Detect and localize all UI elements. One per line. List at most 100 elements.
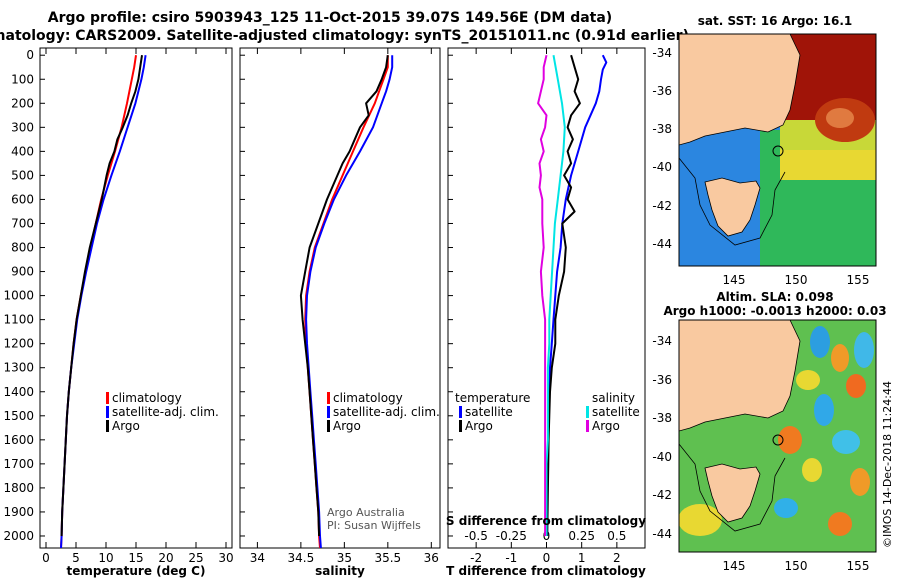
sla-map-frame (678, 319, 877, 553)
series-line-satellite-adj-clim- (60, 55, 147, 548)
title-line-1: Argo profile: csiro 5903943_125 11-Oct-2… (48, 10, 612, 26)
diff-tick-label: 2 (613, 551, 621, 565)
sla-mainland (679, 320, 801, 432)
sla-low-eddy (814, 394, 834, 426)
legend-argo: Argo (112, 419, 140, 433)
sst-map-frame (678, 33, 877, 267)
s-diff-tick-label: 0.5 (607, 529, 626, 543)
temp-tick-label: 10 (98, 551, 113, 565)
legend-argo: Argo (333, 419, 361, 433)
s-diff-tick-label: 0.25 (568, 529, 595, 543)
series-line-temperature-satellite (546, 54, 608, 536)
temperature-axis-label: temperature (deg C) (67, 564, 206, 578)
sal-tick-label: 35.5 (374, 551, 401, 565)
sla-low-eddy (810, 326, 830, 358)
temp-tick-label: 30 (218, 551, 233, 565)
sla-high-eddy (778, 426, 802, 454)
imos-watermark: ©IMOS 14-Dec-2018 11:24:44 (881, 381, 894, 548)
sal-tick-label: 34.5 (288, 551, 315, 565)
legend-t-argo: Argo (465, 419, 493, 433)
s-difference-tick-labels: -0.5 -0.25 0 0.25 0.5 (464, 529, 626, 543)
series-line-climatology (304, 55, 389, 548)
sst-lon-label: 145 (723, 273, 746, 287)
temperature-panel-frame (39, 47, 233, 549)
temp-tick-label: 20 (158, 551, 173, 565)
sla-lon-labels: 145 150 155 (723, 559, 870, 573)
sla-tasmania (704, 463, 761, 523)
depth-tick-label: 700 (11, 216, 34, 230)
sst-lat-label: -34 (652, 46, 672, 60)
s-diff-tick-label: -0.25 (496, 529, 527, 543)
sla-lat-label: -42 (652, 488, 672, 502)
depth-tick-label: 1500 (3, 409, 34, 423)
depth-tick-label: 1400 (3, 385, 34, 399)
sst-lat-labels: -34 -36 -38 -40 -42 -44 (652, 46, 672, 251)
sst-lat-label: -42 (652, 199, 672, 213)
salinity-x-tick-labels: 34 34.5 35 35.5 36 (250, 551, 439, 565)
credit-pi: PI: Susan Wijffels (327, 519, 421, 532)
sla-high-eddy (679, 504, 722, 536)
sla-shelf-contour (679, 443, 786, 532)
legend-swatch-climatology (106, 392, 109, 404)
diff-tick-label: -2 (470, 551, 482, 565)
sla-lon-label: 150 (785, 559, 808, 573)
sst-lon-label: 150 (785, 273, 808, 287)
legend-temperature-header: temperature (455, 391, 530, 405)
legend-climatology: climatology (333, 391, 403, 405)
sla-low-eddy (854, 332, 874, 368)
sst-shelf-contour (679, 157, 786, 246)
depth-tick-label: 300 (11, 120, 34, 134)
sla-lat-label: -36 (652, 373, 672, 387)
legend-swatch-satellite (327, 406, 330, 418)
temp-tick-label: 25 (188, 551, 203, 565)
sla-map-title-2: Argo h1000: -0.0013 h2000: 0.03 (663, 304, 886, 318)
s-diff-tick-label: -0.5 (464, 529, 487, 543)
sla-lon-label: 155 (847, 559, 870, 573)
sst-lon-labels: 145 150 155 (723, 273, 870, 287)
depth-tick-label: 100 (11, 72, 34, 86)
legend-swatch-climatology (327, 392, 330, 404)
x-tick-marks (40, 48, 618, 548)
sal-tick-label: 36 (424, 551, 439, 565)
sla-lat-label: -44 (652, 527, 672, 541)
sla-lat-label: -34 (652, 334, 672, 348)
legend-swatch-argo (327, 420, 330, 432)
legend-swatch-t-argo (459, 420, 462, 432)
legend-swatch-s-satellite (586, 406, 589, 418)
depth-tick-label: 1800 (3, 481, 34, 495)
temp-tick-label: 15 (128, 551, 143, 565)
depth-tick-label: 1700 (3, 457, 34, 471)
depth-tick-label: 1300 (3, 361, 34, 375)
sst-map-title: sat. SST: 16 Argo: 16.1 (698, 14, 852, 28)
depth-tick-label: 2000 (3, 529, 34, 543)
diff-tick-label: -1 (505, 551, 517, 565)
series-line-argo (60, 55, 143, 537)
sla-map (679, 320, 876, 552)
depth-tick-label: 1900 (3, 505, 34, 519)
difference-lines (537, 54, 608, 537)
difference-x-tick-labels: -2 -1 0 1 2 (470, 551, 621, 565)
legend-salinity-header: salinity (592, 391, 635, 405)
depth-tick-label: 0 (26, 48, 34, 62)
difference-legend-salinity: salinity satellite Argo (586, 391, 640, 433)
sla-high-eddy (796, 370, 820, 390)
temp-tick-label: 0 (42, 551, 50, 565)
legend-satellite-adj: satellite-adj. clim. (333, 405, 440, 419)
legend-climatology: climatology (112, 391, 182, 405)
sst-eddy-core (826, 108, 854, 128)
s-difference-label: S difference from climatology (446, 514, 646, 528)
sla-high-eddy (831, 344, 849, 372)
depth-tick-label: 1100 (3, 313, 34, 327)
sst-lat-label: -40 (652, 160, 672, 174)
salinity-legend: climatology satellite-adj. clim. Argo (327, 391, 440, 433)
diff-tick-label: 0 (543, 551, 551, 565)
t-difference-axis-label: T difference from climatology (446, 564, 646, 578)
series-line-satellite-adj-clim- (305, 55, 394, 548)
sla-high-eddy (828, 512, 852, 536)
temperature-legend: climatology satellite-adj. clim. Argo (106, 391, 219, 433)
sla-map-title-1: Altim. SLA: 0.098 (716, 290, 833, 304)
depth-tick-label: 1000 (3, 289, 34, 303)
legend-swatch-argo (106, 420, 109, 432)
sst-tasmania (704, 177, 761, 237)
